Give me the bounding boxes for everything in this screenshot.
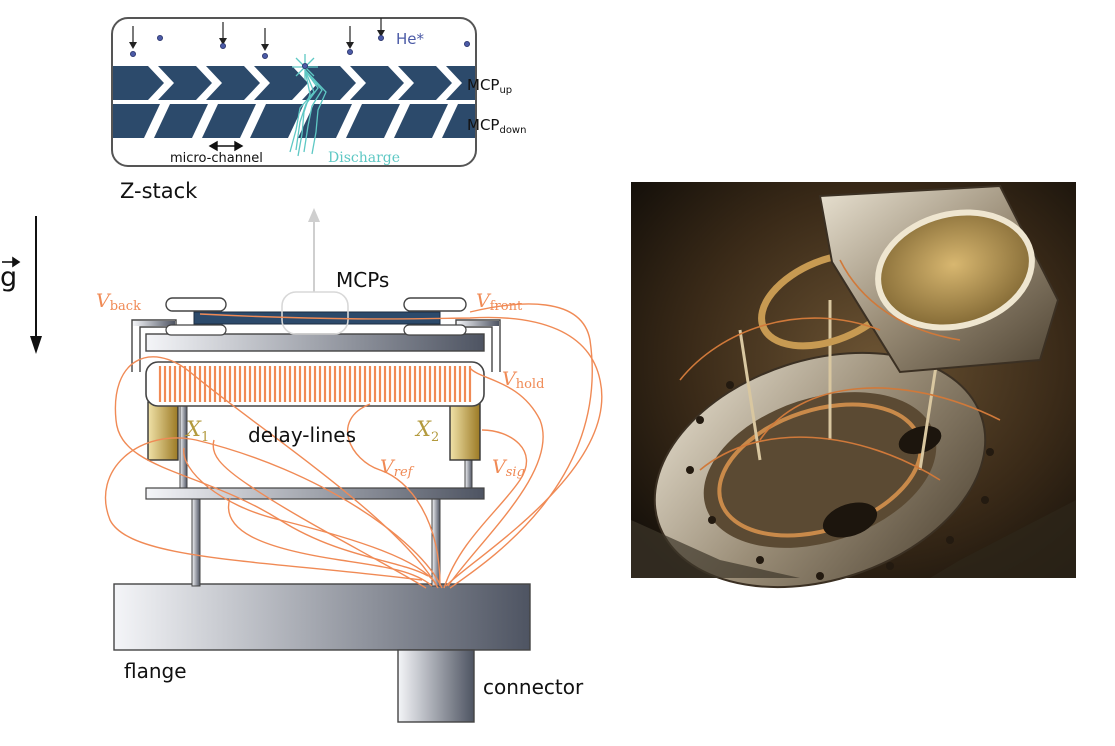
microchannel-label: micro-channel — [170, 151, 263, 166]
zstack-inset: He* micro-channel Discharge MCPup MCPdow… — [111, 17, 526, 203]
microchannel-arrow — [208, 140, 244, 152]
detector-photo — [631, 182, 1076, 589]
he-atoms: He* — [129, 18, 470, 70]
clamp-pad-back-bottom — [165, 324, 227, 336]
delay-line-windings — [158, 366, 472, 402]
v-ref-label: Vref — [380, 456, 415, 480]
clamp-pad-back-top — [165, 297, 227, 312]
v-sig-label: Vsig — [492, 456, 525, 480]
flange-label: flange — [124, 659, 187, 683]
he-star-label: He* — [396, 30, 425, 48]
mcps-label: MCPs — [336, 268, 389, 292]
anode-x2 — [449, 401, 481, 461]
support-post-left — [191, 497, 201, 587]
bottom-plate — [145, 487, 485, 500]
vector-arrow-icon — [2, 256, 21, 268]
x2-label: X2 — [414, 417, 439, 445]
delay-lines-label: delay-lines — [248, 423, 356, 447]
discharge-label: Discharge — [328, 150, 400, 166]
connector-block — [397, 649, 475, 723]
v-back-label: Vback — [96, 290, 141, 314]
anode-x1 — [147, 401, 179, 461]
clamp-pad-front-top — [403, 297, 467, 312]
v-hold-label: Vhold — [502, 368, 544, 392]
mcp-down-label: MCPdown — [467, 116, 526, 136]
zoom-arrow — [308, 208, 320, 292]
mcps-highlight — [281, 291, 349, 335]
outer-bracket — [131, 319, 501, 372]
zstack-title: Z-stack — [120, 179, 198, 203]
clamp-pad-front-bottom — [403, 324, 467, 336]
photo-window — [875, 209, 1035, 331]
signal-wires — [104, 303, 603, 589]
mcp-up-label: MCPup — [467, 76, 512, 96]
detector-assembly: MCPs delay-lines flange connector X1 X2 … — [96, 268, 603, 723]
flange-block — [113, 583, 531, 651]
gravity-arrow — [30, 216, 42, 354]
connector-label: connector — [483, 675, 584, 699]
holder-plate — [145, 333, 485, 352]
v-front-label: Vfront — [476, 290, 523, 314]
x1-label: X1 — [184, 417, 209, 445]
gravity-symbol: g — [0, 262, 17, 293]
